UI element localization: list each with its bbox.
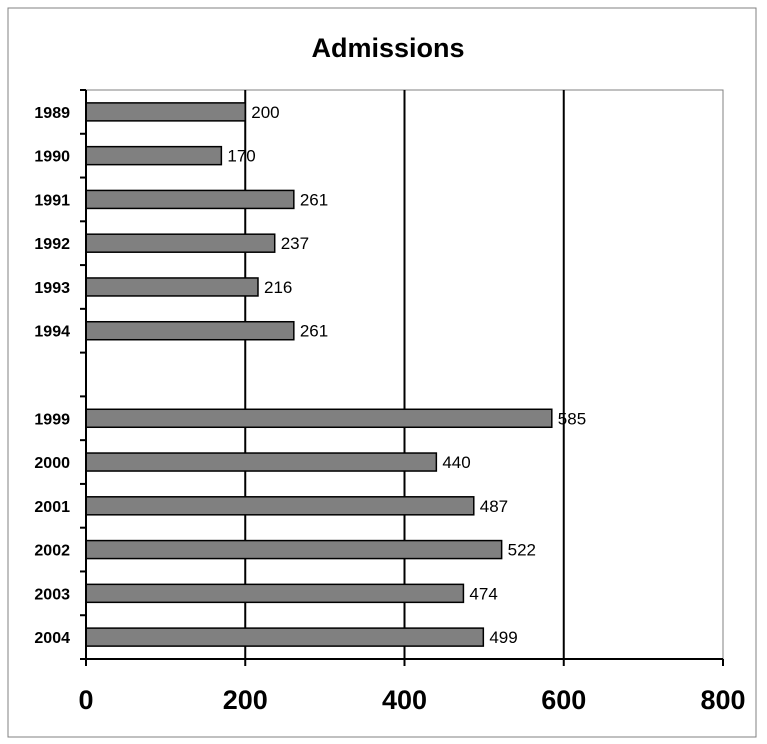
category-label-2003: 2003 xyxy=(34,586,70,603)
category-label-2000: 2000 xyxy=(34,455,70,472)
x-tick-label-800: 800 xyxy=(700,685,745,715)
chart-frame xyxy=(7,7,757,738)
category-label-1989: 1989 xyxy=(34,105,70,122)
data-label-1993: 216 xyxy=(264,278,292,297)
category-label-1990: 1990 xyxy=(34,149,70,166)
category-label-1991: 1991 xyxy=(34,192,70,209)
category-label-1994: 1994 xyxy=(34,324,70,341)
category-label-1992: 1992 xyxy=(34,236,70,253)
bar-2004 xyxy=(85,627,485,647)
bar-1991 xyxy=(85,189,295,210)
axes xyxy=(80,89,724,666)
bar-2001 xyxy=(85,496,475,516)
category-label-2002: 2002 xyxy=(34,543,70,560)
data-label-2001: 487 xyxy=(480,497,508,516)
data-label-1990: 170 xyxy=(227,147,255,166)
data-label-1994: 261 xyxy=(300,322,328,341)
category-label-2001: 2001 xyxy=(34,499,70,516)
bar-1994 xyxy=(85,320,295,341)
x-tick-label-200: 200 xyxy=(223,685,268,715)
data-label-1989: 200 xyxy=(251,103,279,122)
data-label-1991: 261 xyxy=(300,190,328,209)
bar-2003 xyxy=(85,583,465,604)
category-label-2004: 2004 xyxy=(34,630,70,647)
labels: 0 200 400 600 800 1989 200 1990 170 1991 261 1992 23… xyxy=(34,103,745,715)
bar-1993 xyxy=(85,277,259,297)
bar-1989 xyxy=(85,102,246,122)
bars xyxy=(85,102,553,647)
x-tick-label-0: 0 xyxy=(78,685,93,715)
gridlines xyxy=(244,90,565,659)
data-label-2004: 499 xyxy=(489,628,517,647)
x-tick-label-600: 600 xyxy=(541,685,586,715)
data-label-1992: 237 xyxy=(281,234,309,253)
chart-title: Admissions xyxy=(311,33,464,63)
data-label-2000: 440 xyxy=(442,453,470,472)
category-label-1993: 1993 xyxy=(34,280,70,297)
data-label-2002: 522 xyxy=(508,541,536,560)
bar-1999 xyxy=(85,408,553,429)
bar-2002 xyxy=(85,539,503,560)
bar-1992 xyxy=(85,233,276,253)
x-tick-label-400: 400 xyxy=(382,685,427,715)
data-label-1999: 585 xyxy=(558,409,586,428)
bar-2000 xyxy=(85,452,438,472)
bar-1990 xyxy=(85,145,223,166)
category-label-1999: 1999 xyxy=(34,411,70,428)
data-label-2003: 474 xyxy=(469,584,497,603)
